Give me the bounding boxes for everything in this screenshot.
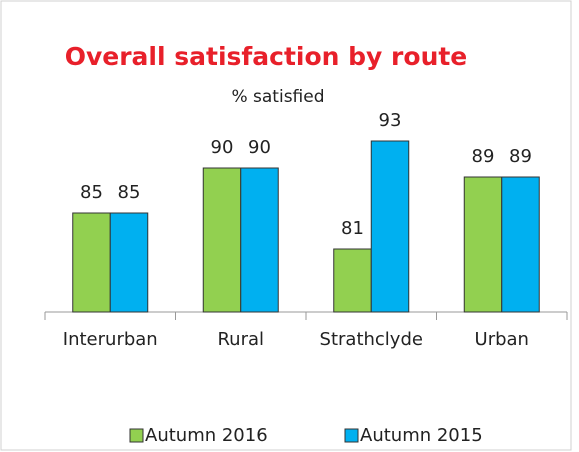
bar xyxy=(463,176,503,313)
bar xyxy=(72,212,111,313)
x-tick-label: Interurban xyxy=(63,329,158,350)
bar xyxy=(109,212,149,313)
bar xyxy=(370,140,410,313)
x-tick-label: Urban xyxy=(475,329,529,350)
legend-swatch xyxy=(129,428,144,443)
data-label: 90 xyxy=(211,137,234,158)
legend-label: Autumn 2016 xyxy=(145,425,268,446)
data-label: 85 xyxy=(80,182,103,203)
x-tick-label: Strathclyde xyxy=(320,329,423,350)
chart-subtitle: % satisfied xyxy=(231,87,324,107)
bar xyxy=(333,248,372,313)
bar xyxy=(240,167,279,313)
data-label: 93 xyxy=(379,110,402,131)
data-label: 90 xyxy=(248,137,271,158)
data-label: 89 xyxy=(472,146,495,167)
legend-label: Autumn 2015 xyxy=(360,425,483,446)
data-label: 81 xyxy=(341,218,364,239)
bar xyxy=(202,167,242,313)
bar xyxy=(501,176,540,313)
data-label: 89 xyxy=(509,146,532,167)
chart-title: Overall satisfaction by route xyxy=(65,42,468,71)
data-label: 85 xyxy=(118,182,141,203)
legend-swatch xyxy=(344,428,359,443)
x-tick-label: Rural xyxy=(217,329,264,350)
